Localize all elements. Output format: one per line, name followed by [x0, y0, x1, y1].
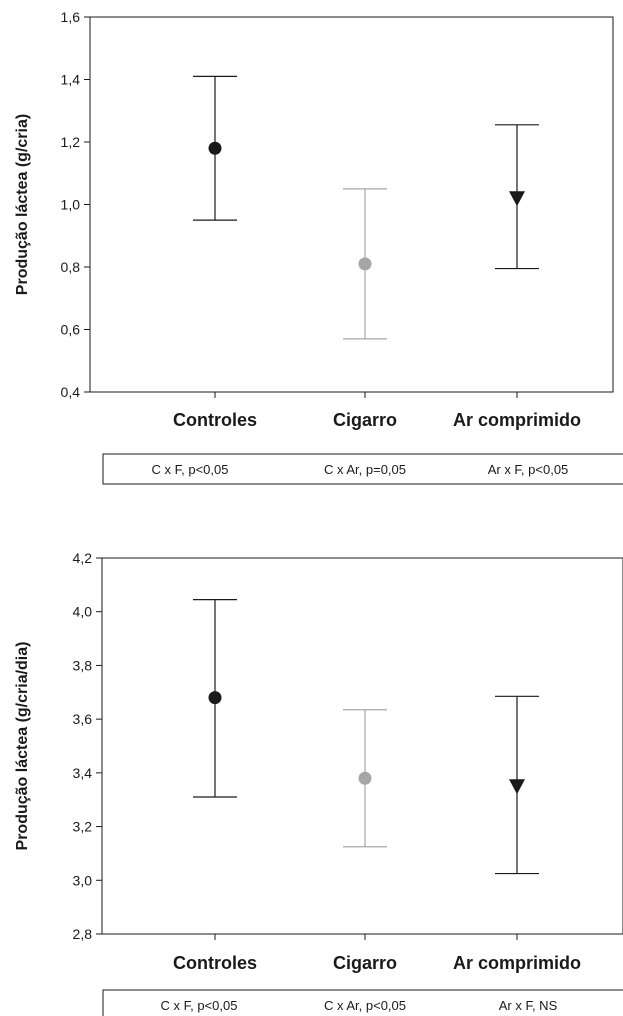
- y-tick-label: 1,6: [61, 9, 81, 25]
- data-point: [509, 191, 525, 207]
- y-tick-label: 3,2: [73, 819, 93, 835]
- stats-box: [102, 989, 623, 1016]
- stats-label: C x F, p<0,05: [161, 998, 238, 1013]
- y-tick-label: 1,0: [61, 197, 81, 213]
- data-point: [509, 779, 525, 795]
- stats-label: C x F, p<0,05: [152, 462, 229, 477]
- plot-frame: [101, 557, 623, 935]
- data-point: [208, 691, 222, 705]
- stats-label: C x Ar, p=0,05: [324, 462, 406, 477]
- y-tick-label: 3,4: [73, 765, 93, 781]
- y-tick-label: 2,8: [73, 926, 93, 942]
- x-category-label: Cigarro: [333, 953, 397, 973]
- y-tick-label: 3,6: [73, 711, 93, 727]
- stats-label: Ar x F, p<0,05: [488, 462, 569, 477]
- chart-1: 0,4 0,6 0,8 1,0 1,2 1,4 1,6 Produção láctea (g/…: [14, 9, 623, 485]
- y-tick-label: 0,6: [61, 322, 81, 338]
- x-category-label: Cigarro: [333, 410, 397, 430]
- y-axis-label: Produção láctea (g/cria): [14, 114, 31, 295]
- data-point: [358, 771, 372, 785]
- stats-box: [102, 453, 623, 485]
- y-tick-label: 3,0: [73, 872, 93, 888]
- y-tick-label: 0,8: [61, 259, 81, 275]
- y-tick-label: 4,0: [73, 604, 93, 620]
- x-category-label: Controles: [173, 953, 257, 973]
- y-tick-label: 4,2: [73, 550, 93, 566]
- y-tick-label: 1,4: [61, 72, 81, 88]
- y-tick-label: 1,2: [61, 134, 81, 150]
- x-category-label: Controles: [173, 410, 257, 430]
- y-tick-label: 0,4: [61, 384, 81, 400]
- x-category-label: Ar comprimido: [453, 953, 581, 973]
- stats-label: Ar x F, NS: [499, 998, 558, 1013]
- y-axis-label: Produção láctea (g/cria/dia): [14, 642, 31, 851]
- plot-frame: [89, 16, 614, 393]
- x-category-label: Ar comprimido: [453, 410, 581, 430]
- stats-label: C x Ar, p<0,05: [324, 998, 406, 1013]
- data-point: [208, 141, 222, 155]
- data-point: [358, 257, 372, 271]
- chart-2: 2,8 3,0 3,2 3,4 3,6 3,8 4,0 4,2 Produção láctea …: [14, 550, 623, 1016]
- y-tick-label: 3,8: [73, 657, 93, 673]
